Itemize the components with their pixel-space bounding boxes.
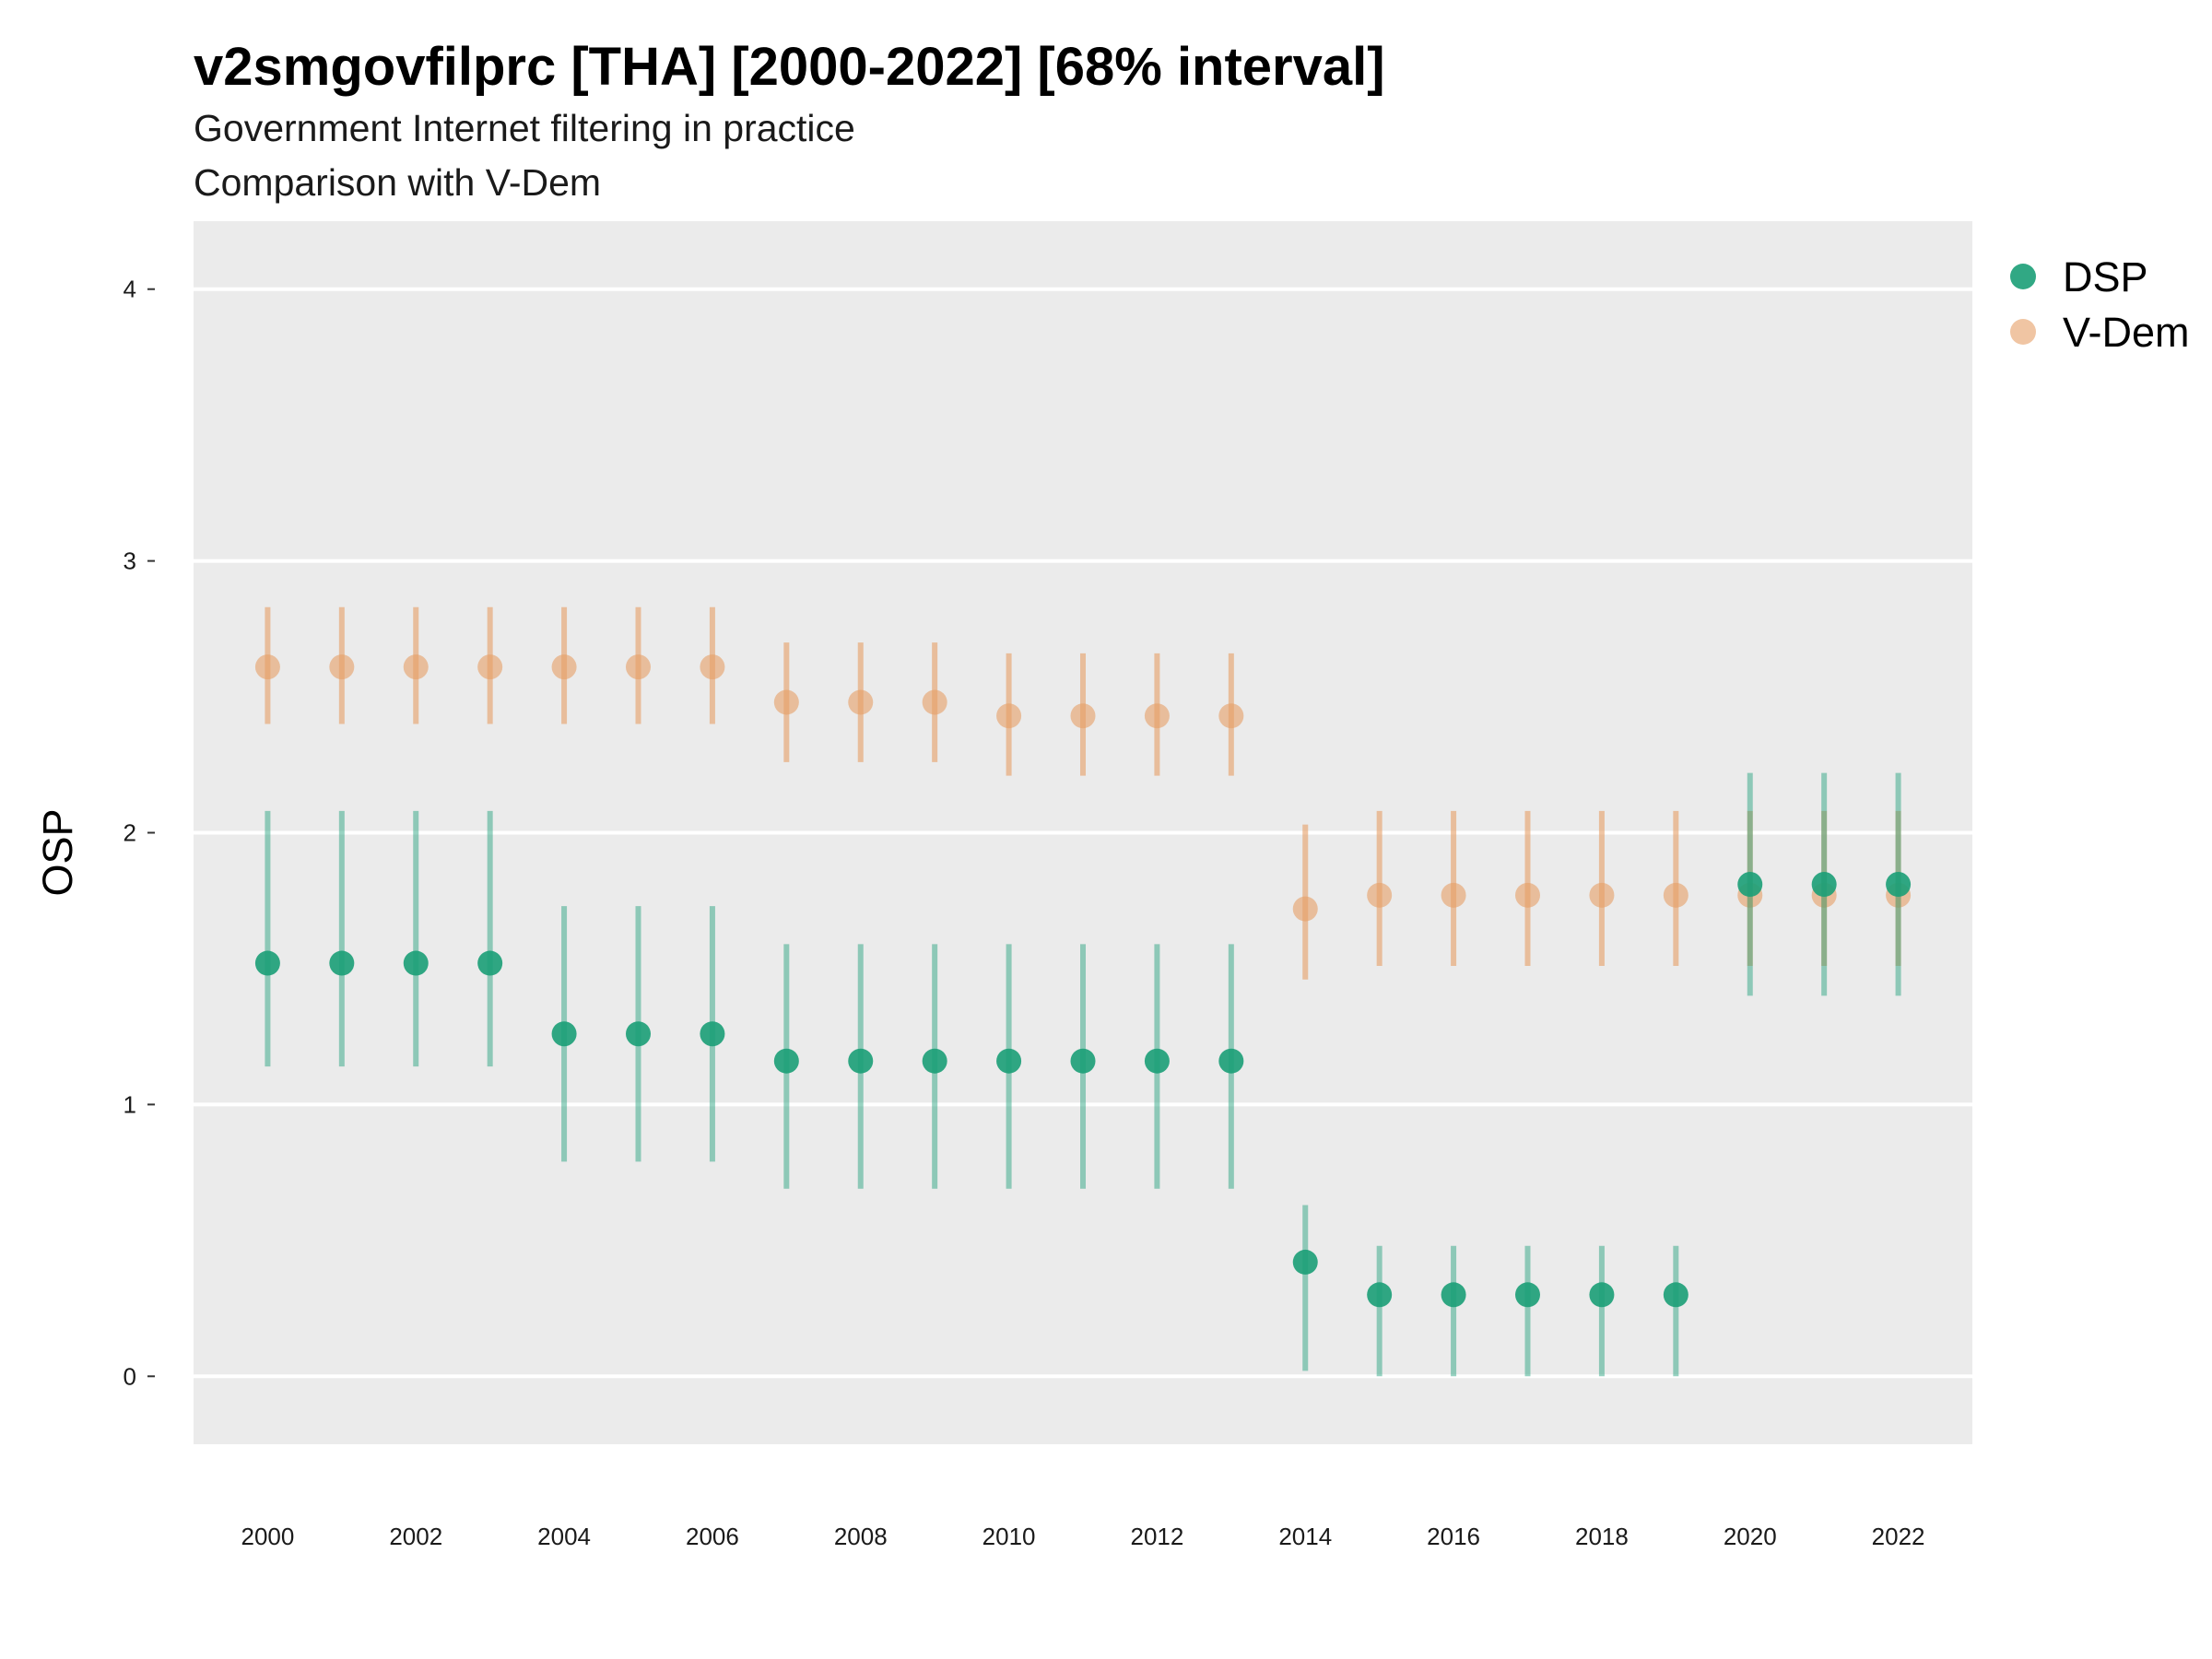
y-tick-label: 2 (124, 819, 136, 847)
x-tick-label: 2010 (982, 1523, 1036, 1550)
x-tick-label: 2006 (686, 1523, 739, 1550)
dsp-point (1070, 1048, 1096, 1074)
v-dem-point (922, 689, 947, 715)
dsp-point (477, 950, 503, 976)
v-dem-point (477, 654, 503, 680)
dsp-point (1886, 872, 1912, 898)
y-axis-title: OSP (34, 808, 81, 896)
x-tick-label: 2014 (1278, 1523, 1332, 1550)
dsp-point (1515, 1282, 1540, 1308)
dsp-point (1589, 1282, 1615, 1308)
v-dem-point (1441, 882, 1466, 908)
dsp-point (1367, 1282, 1393, 1308)
dsp-point (1811, 872, 1837, 898)
v-dem-point (773, 689, 799, 715)
dsp-point (329, 950, 355, 976)
dsp-point (773, 1048, 799, 1074)
dsp-point (254, 950, 280, 976)
dsp-point (1663, 1282, 1688, 1308)
dsp-point (996, 1048, 1022, 1074)
dsp-point (1218, 1048, 1244, 1074)
v-dem-point (1367, 882, 1393, 908)
legend-label-v-dem: V-Dem (2063, 309, 2190, 356)
v-dem-point (329, 654, 355, 680)
dsp-point (1144, 1048, 1170, 1074)
v-dem-point (626, 654, 651, 680)
x-axis-ticks: 2000 2002 2004 2006 2008 2010 2012 2014 2016 2018… (241, 1523, 1924, 1550)
legend-label-dsp: DSP (2063, 253, 2148, 300)
data-marks (254, 606, 1912, 1377)
dsp-point (848, 1048, 874, 1074)
chart-subtitle-line-2: Comparison with V-Dem (194, 161, 601, 204)
v-dem-point (1070, 703, 1096, 729)
v-dem-point (1663, 882, 1688, 908)
x-tick-label: 2002 (389, 1523, 442, 1550)
v-dem-point (254, 654, 280, 680)
dsp-point (922, 1048, 947, 1074)
x-tick-label: 2008 (834, 1523, 888, 1550)
v-dem-point (1589, 882, 1615, 908)
v-dem-point (1144, 703, 1170, 729)
dsp-point (551, 1021, 577, 1047)
v-dem-point (1515, 882, 1540, 908)
y-tick-label: 1 (124, 1090, 136, 1118)
y-tick-label: 0 (124, 1362, 136, 1390)
x-tick-label: 2022 (1872, 1523, 1925, 1550)
dsp-point (1441, 1282, 1466, 1308)
x-tick-label: 2020 (1724, 1523, 1777, 1550)
chart-title: v2smgovfilprc [THA] [2000-2022] [68% int… (194, 37, 1385, 97)
x-tick-label: 2018 (1575, 1523, 1629, 1550)
v-dem-point (848, 689, 874, 715)
dsp-point (403, 950, 429, 976)
legend: DSP V-Dem (2010, 253, 2190, 356)
y-tick-label: 3 (124, 547, 136, 575)
v-dem-point (996, 703, 1022, 729)
dsp-point (1737, 872, 1763, 898)
legend-key-v-dem (2010, 319, 2036, 345)
v-dem-point (700, 654, 725, 680)
dsp-point (626, 1021, 651, 1047)
x-tick-label: 2016 (1427, 1523, 1480, 1550)
y-tick-label: 4 (124, 276, 136, 303)
x-tick-label: 2000 (241, 1523, 294, 1550)
x-tick-label: 2004 (537, 1523, 591, 1550)
dsp-point (700, 1021, 725, 1047)
v-dem-point (403, 654, 429, 680)
y-axis-ticks: 0 1 2 3 4 (124, 276, 155, 1390)
v-dem-point (1292, 896, 1318, 922)
chart-subtitle-line-1: Government Internet filtering in practic… (194, 107, 855, 149)
x-tick-label: 2012 (1130, 1523, 1183, 1550)
dsp-point (1292, 1249, 1318, 1275)
v-dem-point (1218, 703, 1244, 729)
legend-key-dsp (2010, 264, 2036, 289)
v-dem-point (551, 654, 577, 680)
